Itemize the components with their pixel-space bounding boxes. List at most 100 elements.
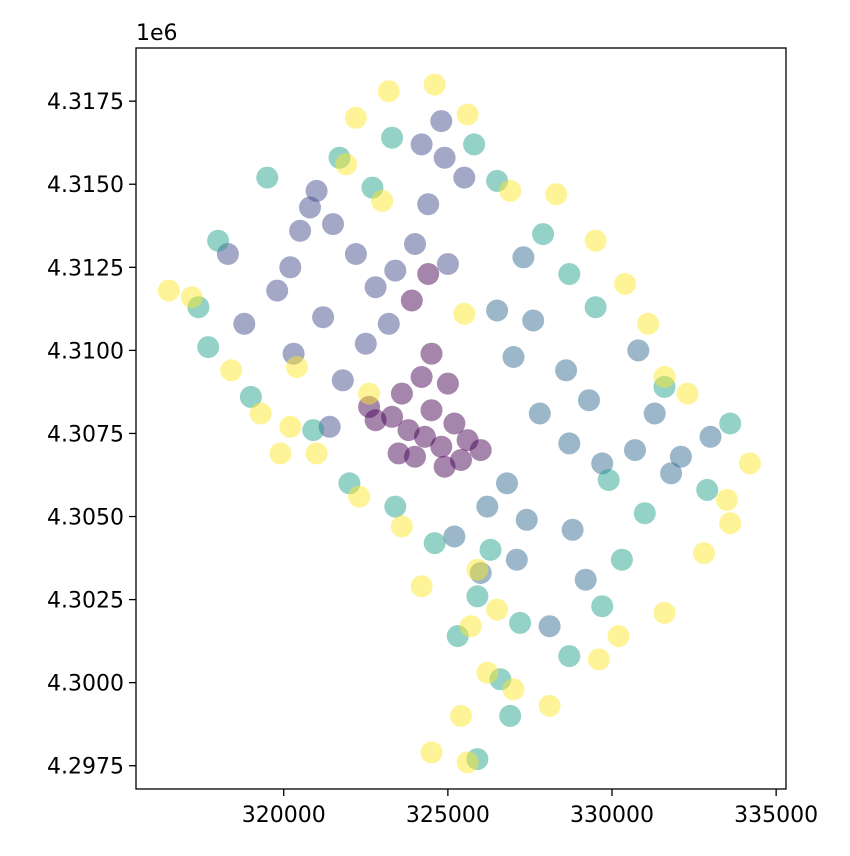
y-tick-label: 4.3050: [47, 506, 124, 531]
scatter-point: [318, 415, 341, 438]
scatter-point: [584, 296, 607, 319]
scatter-point: [420, 741, 443, 764]
scatter-point: [404, 233, 426, 255]
scatter-point: [466, 748, 489, 771]
scatter-point: [558, 263, 581, 285]
scatter-point: [420, 399, 443, 422]
scatter-point: [430, 110, 453, 133]
scatter-point: [696, 478, 719, 501]
scatter-point: [207, 229, 230, 252]
scatter-point: [413, 425, 436, 448]
scatter-point: [299, 196, 321, 219]
scatter-series-east-corridors: [443, 246, 722, 638]
scatter-point: [420, 342, 443, 365]
scatter-point: [502, 678, 525, 701]
scatter-point: [381, 405, 404, 428]
scatter-point: [453, 302, 476, 325]
scatter-point: [456, 429, 479, 452]
scatter-point: [266, 279, 289, 302]
scatter-point: [335, 153, 358, 176]
scatter-point: [302, 419, 325, 442]
scatter-point: [404, 445, 426, 468]
y-offset-label: 1e6: [136, 21, 178, 46]
scatter-point: [459, 615, 482, 638]
scatter-point: [660, 462, 683, 485]
scatter-point: [371, 189, 394, 212]
y-tick-label: 4.2975: [47, 755, 124, 780]
scatter-point: [384, 259, 407, 282]
scatter-point: [410, 366, 433, 388]
x-tick-label: 320000: [242, 803, 326, 828]
scatter-point: [354, 332, 377, 355]
scatter-point: [496, 472, 518, 495]
scatter-point: [558, 432, 581, 455]
scatter-point: [305, 442, 328, 465]
scatter-point: [522, 309, 545, 332]
scatter-point: [446, 625, 469, 648]
scatter-point: [466, 558, 489, 581]
scatter-point: [476, 495, 499, 518]
scatter-point: [456, 751, 479, 774]
y-tick-label: 4.3075: [47, 422, 124, 447]
scatter-point: [364, 276, 387, 299]
scatter-point: [719, 412, 742, 435]
scatter-point: [436, 372, 459, 395]
scatter-point: [289, 219, 312, 242]
scatter-point: [387, 442, 410, 465]
scatter-point: [715, 488, 738, 511]
scatter-point: [528, 402, 551, 425]
scatter-point: [433, 146, 456, 169]
scatter-point: [538, 694, 561, 717]
scatter-point: [505, 548, 528, 571]
scatter-point: [555, 359, 578, 382]
scatter-point: [532, 223, 555, 246]
scatter-series-downtown-core: [358, 263, 492, 478]
scatter-point: [390, 382, 413, 405]
scatter-point: [512, 246, 535, 269]
scatter-point: [348, 485, 371, 508]
scatter-point: [216, 243, 239, 265]
scatter-point: [312, 306, 335, 329]
y-tick-label: 4.3000: [47, 672, 124, 697]
scatter-point: [515, 508, 538, 531]
scatter-point: [558, 645, 581, 668]
scatter-point: [358, 395, 381, 418]
scatter-point: [443, 525, 466, 548]
scatter-point: [377, 80, 400, 103]
scatter-point: [279, 415, 302, 438]
scatter-point: [627, 339, 650, 362]
scatter-point: [574, 568, 597, 591]
scatter-point: [591, 595, 614, 618]
scatter-point: [637, 312, 660, 335]
scatter-point: [197, 336, 220, 359]
scatter-point: [157, 279, 180, 302]
scatter-point: [486, 169, 509, 192]
scatter-point: [344, 106, 367, 129]
scatter-point: [390, 515, 413, 538]
scatter-point: [561, 518, 584, 541]
scatter-point: [476, 661, 499, 684]
scatter-point: [578, 389, 600, 412]
scatter-point: [499, 704, 522, 727]
scatter-point: [269, 442, 292, 465]
x-tick-label: 325000: [406, 803, 490, 828]
scatter-points-layer: [157, 73, 761, 774]
scatter-point: [305, 179, 328, 202]
y-tick-label: 4.3125: [47, 256, 124, 281]
scatter-point: [328, 146, 351, 169]
scatter-point: [456, 103, 479, 126]
scatter-point: [187, 296, 210, 319]
scatter-point: [417, 193, 440, 216]
scatter-point: [256, 166, 279, 189]
scatter-point: [469, 562, 492, 584]
scatter-point: [653, 375, 676, 398]
scatter-point: [410, 575, 433, 598]
scatter-point: [502, 346, 525, 368]
scatter-point: [614, 272, 637, 295]
scatter-point: [479, 538, 502, 561]
scatter-point: [509, 611, 532, 634]
scatter-point: [443, 412, 466, 435]
y-axis: 4.2975 4.3000 4.3025 4.3050 4.3075 4.3100 4.31…: [47, 90, 136, 780]
scatter-point: [249, 402, 272, 425]
